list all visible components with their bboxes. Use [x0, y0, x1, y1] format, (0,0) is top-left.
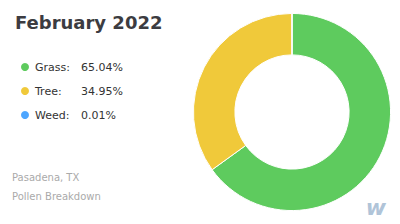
svg-text:Weed:: Weed: [35, 109, 69, 122]
svg-text:February 2022: February 2022 [15, 12, 162, 33]
svg-text:34.95%: 34.95% [81, 85, 123, 98]
svg-text:65.04%: 65.04% [81, 61, 123, 74]
svg-text:Tree:: Tree: [34, 85, 62, 98]
svg-text:Pasadena, TX: Pasadena, TX [12, 172, 79, 183]
svg-text:Grass:: Grass: [35, 61, 70, 74]
svg-text:Pollen Breakdown: Pollen Breakdown [12, 191, 101, 202]
svg-text:0.01%: 0.01% [81, 109, 116, 122]
svg-text:w: w [366, 195, 387, 220]
